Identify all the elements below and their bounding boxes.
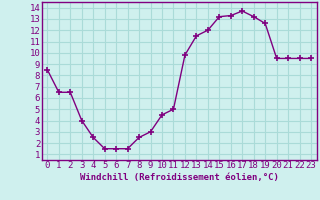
X-axis label: Windchill (Refroidissement éolien,°C): Windchill (Refroidissement éolien,°C) xyxy=(80,173,279,182)
